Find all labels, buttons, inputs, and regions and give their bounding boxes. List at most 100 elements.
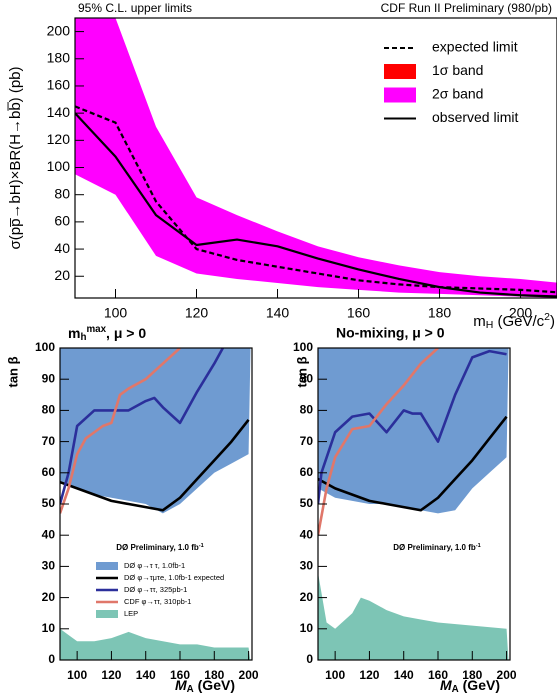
area (60, 628, 251, 660)
text-part: max (86, 324, 106, 335)
text-part: h (80, 332, 86, 343)
x-tick-label: 160 (170, 668, 190, 682)
y-tick-label: 200 (47, 22, 71, 38)
x-tick-label: 160 (347, 305, 371, 321)
x-tick-label: 200 (497, 668, 517, 682)
text-part: -1 (476, 543, 481, 549)
y-tick-label: 80 (300, 403, 314, 417)
plot-area (75, 18, 557, 298)
x-tick-label: 100 (67, 668, 87, 682)
text-part: (GeV/c (493, 313, 544, 330)
y-tick-label: 60 (54, 213, 70, 229)
text-part: DØ Preliminary, 1.0 fb (116, 543, 199, 552)
y-tick-label: 180 (47, 49, 71, 65)
x-tick-label: 180 (462, 668, 482, 682)
y-tick-label: 80 (54, 185, 70, 201)
y-tick-label: 40 (42, 527, 56, 541)
x-axis-label: MA (GeV) (175, 677, 235, 695)
text-part: (GeV) (194, 677, 235, 693)
y-tick-label: 90 (42, 371, 56, 385)
x-tick-label: 200 (509, 305, 533, 321)
y-tick-label: 30 (42, 559, 56, 573)
y-tick-label: 20 (54, 267, 70, 283)
legend-label: observed limit (432, 109, 518, 125)
line (60, 348, 224, 505)
chart: 100 120 140 160 180 200 0 10 20 30 40 50 60 70 80 90 100… (293, 325, 517, 695)
y-tick-label: 10 (300, 621, 314, 635)
y-tick-label: 120 (47, 131, 71, 147)
area (318, 572, 509, 660)
legend-label: LEP (124, 609, 138, 618)
plot-area (318, 348, 509, 660)
text-part: M (440, 677, 452, 693)
annotation: DØ Preliminary, 1.0 fb-1 (116, 543, 204, 552)
line (318, 349, 507, 505)
text-part: A (452, 684, 459, 695)
x-tick-label: 140 (136, 668, 156, 682)
y-tick-label: 30 (300, 559, 314, 573)
annotation: DØ Preliminary, 1.0 fb-1 (393, 543, 481, 552)
chart: 100 120 140 160 180 200 0 10 20 30 40 50 60 70 80 90 100… (5, 324, 258, 695)
line (318, 415, 508, 512)
line (75, 112, 557, 298)
text-part: -1 (199, 543, 204, 549)
y-tick-label: 100 (47, 158, 71, 174)
x-tick-label: 160 (428, 668, 448, 682)
line (318, 348, 439, 536)
text-part: ) (550, 313, 555, 330)
y-tick-label: 90 (300, 371, 314, 385)
x-tick-label: 120 (185, 305, 209, 321)
legend-label: CDF φ→ττ, 310pb-1 (124, 597, 191, 606)
x-tick-label: 180 (204, 668, 224, 682)
legend-swatch (96, 562, 118, 570)
y-tick-label: 60 (42, 465, 56, 479)
y-tick-label: 0 (306, 652, 313, 666)
text-part: m (473, 313, 486, 330)
legend-label: DØ φ→ττ, 325pb-1 (124, 585, 187, 594)
y-tick-label: 100 (35, 340, 55, 354)
y-tick-label: 10 (42, 621, 56, 635)
text-part: (GeV) (459, 677, 500, 693)
legend-label: 1σ band (432, 62, 483, 78)
y-tick-label: 100 (293, 340, 313, 354)
x-axis-label: mH (GeV/c2) (473, 311, 555, 331)
area (318, 348, 509, 514)
y-axis-label: σ(pp̅→bH)×BR(H→bb̅) (pb) (7, 66, 24, 249)
text-part: m (68, 325, 80, 341)
line (60, 348, 181, 514)
x-tick-label: 120 (101, 668, 121, 682)
chart-title: No-mixing, μ > 0 (336, 325, 445, 341)
x-tick-label: 100 (104, 305, 128, 321)
y-tick-label: 20 (300, 590, 314, 604)
chart-title: mhmax, μ > 0 (68, 324, 146, 343)
x-tick-label: 200 (239, 668, 259, 682)
line (60, 418, 250, 512)
y-tick-label: 80 (42, 403, 56, 417)
y-tick-label: 40 (300, 527, 314, 541)
legend-swatch (384, 64, 416, 79)
y-tick-label: 70 (42, 434, 56, 448)
plot-area (60, 348, 251, 660)
legend-label: 2σ band (432, 86, 483, 102)
text-part: H (486, 319, 494, 331)
annotation: 95% C.L. upper limits (78, 1, 192, 15)
legend-label: expected limit (432, 39, 518, 55)
y-tick-label: 0 (48, 652, 55, 666)
text-part: , μ > 0 (106, 325, 146, 341)
chart: 100 120 140 160 180 200 20 40 60 80 100 120 140 160 18… (7, 1, 557, 331)
y-tick-label: 70 (300, 434, 314, 448)
legend-swatch (96, 610, 118, 618)
x-tick-label: 180 (428, 305, 452, 321)
text-part: 2 (544, 311, 550, 323)
y-tick-label: 50 (300, 496, 314, 510)
frame (74, 17, 557, 299)
y-axis-label: tan β (294, 356, 309, 387)
band (75, 18, 557, 298)
legend-swatch (384, 87, 416, 103)
x-tick-label: 140 (394, 668, 414, 682)
text-part: DØ Preliminary, 1.0 fb (393, 543, 476, 552)
x-tick-label: 140 (266, 305, 290, 321)
y-tick-label: 20 (42, 590, 56, 604)
x-axis-label: MA (GeV) (440, 677, 500, 695)
